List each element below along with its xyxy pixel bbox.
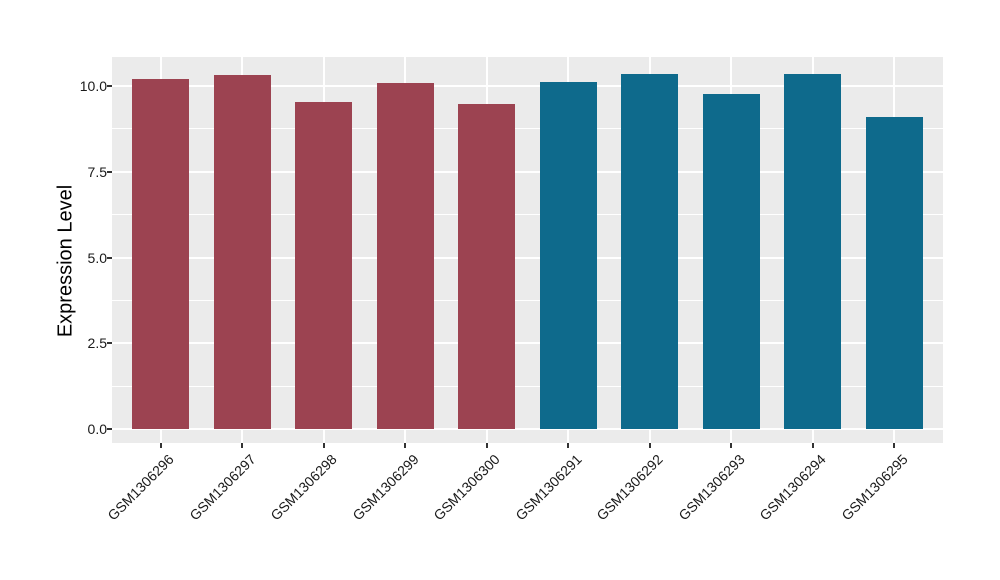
bar-GSM1306291	[539, 81, 597, 429]
gridline-minor-horizontal	[112, 214, 943, 216]
x-tick-label: GSM1306292	[593, 451, 667, 524]
y-tick-label: 7.5	[87, 163, 107, 180]
gridline-major-horizontal	[112, 342, 943, 345]
x-tick-label: GSM1306297	[186, 451, 259, 524]
bar-GSM1306299	[376, 82, 434, 429]
y-tick-mark	[107, 85, 112, 87]
plot-panel	[112, 57, 943, 443]
y-tick-label: 0.0	[87, 421, 107, 437]
bar-GSM1306297	[213, 75, 271, 429]
gridline-minor-horizontal	[112, 128, 943, 130]
gridline-major-horizontal	[112, 170, 943, 173]
bar-GSM1306296	[132, 79, 190, 429]
bar-GSM1306292	[621, 73, 679, 429]
y-tick-mark	[107, 256, 112, 259]
y-tick-mark	[107, 342, 112, 345]
bar-GSM1306298	[295, 102, 353, 429]
y-tick-mark	[107, 170, 112, 173]
gridline-major-horizontal	[112, 85, 943, 87]
bar-GSM1306293	[702, 94, 760, 429]
x-tick-mark	[322, 443, 325, 448]
x-tick-mark	[485, 443, 488, 448]
x-tick-mark	[404, 443, 407, 448]
gridline-major-horizontal	[112, 256, 943, 259]
x-tick-label: GSM1306299	[349, 451, 422, 524]
x-tick-mark	[241, 443, 244, 448]
x-tick-label: GSM1306291	[512, 451, 585, 524]
x-tick-mark	[811, 443, 814, 448]
x-tick-label: GSM1306293	[675, 451, 748, 524]
x-tick-label: GSM1306298	[267, 451, 341, 524]
gridline-major-horizontal	[112, 428, 943, 430]
y-tick-label: 5.0	[87, 249, 107, 266]
gridline-minor-horizontal	[112, 299, 943, 301]
bar-GSM1306295	[865, 116, 923, 429]
x-tick-label: GSM1306296	[104, 451, 178, 524]
x-tick-mark	[567, 443, 570, 448]
x-tick-mark	[159, 443, 162, 448]
x-tick-label: GSM1306295	[838, 451, 911, 524]
gridline-minor-horizontal	[112, 385, 943, 387]
y-tick-label: 10.0	[79, 78, 107, 94]
x-tick-mark	[648, 443, 651, 448]
y-tick-label: 2.5	[87, 335, 107, 352]
x-tick-mark	[893, 443, 896, 448]
y-tick-mark	[107, 428, 112, 430]
bar-GSM1306300	[458, 104, 516, 429]
x-tick-mark	[730, 443, 733, 448]
x-tick-label: GSM1306300	[430, 451, 504, 524]
bar-GSM1306294	[784, 74, 842, 429]
x-tick-label: GSM1306294	[756, 451, 830, 524]
